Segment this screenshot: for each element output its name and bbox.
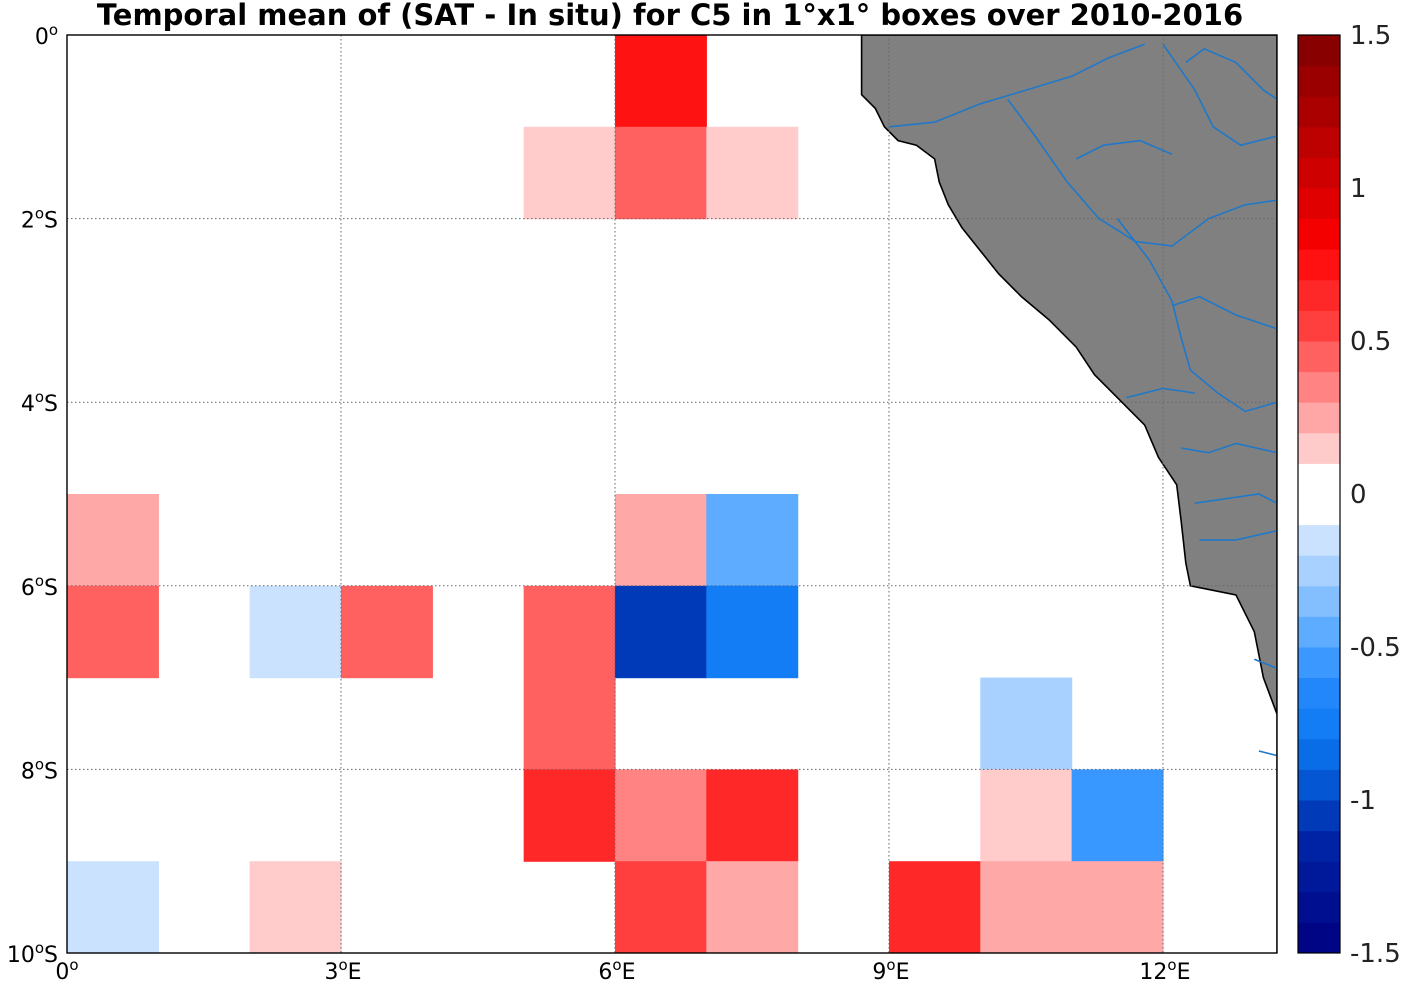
grid-cell <box>706 585 799 679</box>
grid-cell <box>523 677 616 770</box>
colorbar-tick-label: 0 <box>1350 480 1367 510</box>
river-line <box>1116 218 1277 413</box>
grid-cell <box>1071 769 1164 862</box>
land-mass <box>860 35 1277 953</box>
river-line <box>1162 43 1277 147</box>
colorbar: 1.5 1 0.5 0 -0.5 -1 -1.5 <box>1297 21 1401 969</box>
river-line <box>1171 295 1277 330</box>
colorbar-bin <box>1298 218 1340 250</box>
colorbar-bin <box>1298 616 1340 648</box>
grid-cell <box>67 861 159 953</box>
colorbar-bin <box>1298 96 1340 128</box>
colorbar-bin <box>1298 891 1340 923</box>
grid-cell <box>888 861 981 953</box>
x-tick-label: 12oE <box>1139 956 1190 984</box>
colorbar-bin <box>1298 738 1340 770</box>
river-line <box>1075 139 1173 160</box>
colorbar-tick-label: -0.5 <box>1350 633 1401 663</box>
chart-title: Temporal mean of (SAT - In situ) for C5 … <box>96 0 1244 32</box>
colorbar-bin <box>1298 279 1340 311</box>
river-line <box>1254 658 1277 670</box>
colorbar-tick-label: 1 <box>1350 174 1367 204</box>
colorbar-bin <box>1298 708 1340 740</box>
colorbar-bin <box>1298 769 1340 801</box>
colorbar-bin <box>1298 371 1340 403</box>
colorbar-tick-label: -1 <box>1350 786 1376 816</box>
grid-cell <box>706 126 799 220</box>
colorbar-bin <box>1298 494 1340 526</box>
colorbar-tick-label: -1.5 <box>1350 939 1401 969</box>
grid-cell <box>980 769 1073 862</box>
land-layer <box>860 35 1277 953</box>
colorbar-bin <box>1298 524 1340 556</box>
colorbar-bin <box>1298 800 1340 832</box>
colorbar-bin <box>1298 341 1340 373</box>
grid-cell <box>614 126 707 220</box>
plot-frame <box>66 34 1278 954</box>
y-axis: 0o 2oS 4oS 6oS 8oS 10oS <box>7 21 58 968</box>
grid-cell <box>614 861 707 953</box>
grid-cell <box>249 585 342 679</box>
river-line <box>888 43 1145 128</box>
grid-cell <box>980 677 1073 770</box>
grid-cell <box>706 769 799 862</box>
plot-area <box>67 35 1277 953</box>
y-tick-label: 10oS <box>7 939 58 968</box>
x-tick-label: 9oE <box>872 956 909 984</box>
river-line <box>1185 47 1277 100</box>
x-tick-label: 0o <box>55 956 78 984</box>
colorbar-tick-label: 1.5 <box>1350 21 1391 51</box>
grid-cell <box>980 861 1073 953</box>
grid-cell <box>706 861 799 953</box>
cells-layer <box>67 35 1164 953</box>
grid-cell <box>523 126 616 220</box>
y-tick-label: 6oS <box>21 572 58 601</box>
colorbar-bin <box>1298 647 1340 679</box>
x-axis: 0o 3oE 6oE 9oE 12oE <box>55 956 1190 984</box>
colorbar-bin <box>1298 861 1340 893</box>
colorbar-bin <box>1298 310 1340 342</box>
grid-cell <box>340 585 433 679</box>
grid-cell <box>67 585 159 679</box>
grid-layer <box>67 35 1277 953</box>
y-tick-label: 4oS <box>21 388 58 417</box>
colorbar-frame <box>1297 34 1341 954</box>
x-tick-label: 3oE <box>324 956 361 984</box>
colorbar-bin <box>1298 249 1340 281</box>
colorbar-tick-label: 0.5 <box>1350 327 1391 357</box>
colorbar-bin <box>1298 157 1340 189</box>
colorbar-bin <box>1298 188 1340 220</box>
river-line <box>1199 529 1277 541</box>
grid-cell <box>1071 861 1164 953</box>
grid-cell <box>249 861 342 953</box>
x-tick-label: 6oE <box>598 956 635 984</box>
colorbar-bin <box>1298 65 1340 97</box>
colorbar-bin <box>1298 126 1340 158</box>
grid-cell <box>614 769 707 862</box>
y-tick-label: 8oS <box>21 755 58 784</box>
colorbar-bin <box>1298 463 1340 495</box>
colorbar-bin <box>1298 677 1340 709</box>
grid-cell <box>614 35 707 128</box>
grid-cell <box>614 585 707 679</box>
y-tick-label: 2oS <box>21 205 58 234</box>
colorbar-bin <box>1298 830 1340 862</box>
river-line <box>1181 442 1277 454</box>
colorbar-bin <box>1298 555 1340 587</box>
grid-cell <box>67 494 159 587</box>
colorbar-bin <box>1298 432 1340 464</box>
grid-cell <box>523 769 616 862</box>
colorbar-bin <box>1298 402 1340 434</box>
grid-cell <box>523 585 616 679</box>
colorbar-bin <box>1298 35 1340 67</box>
colorbar-bin <box>1298 585 1340 617</box>
river-line <box>1194 493 1277 504</box>
grid-cell <box>614 494 707 587</box>
colorbar-bin <box>1298 922 1340 954</box>
y-tick-label: 0o <box>35 21 58 50</box>
grid-cell <box>706 494 799 587</box>
river-line <box>1258 750 1277 757</box>
